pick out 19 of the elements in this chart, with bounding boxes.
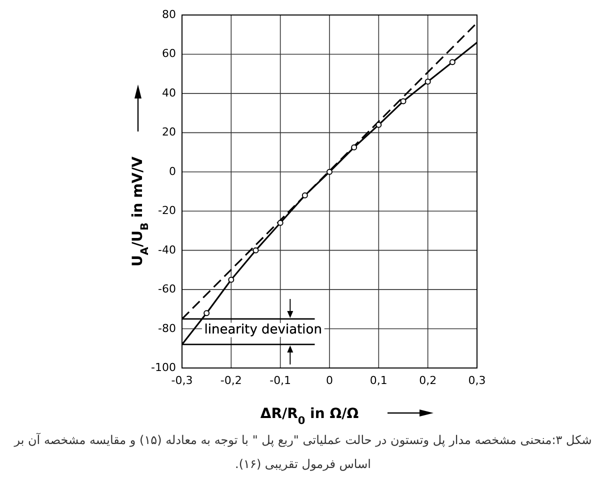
y-tick-label: -20 xyxy=(158,204,176,218)
x-tick-label: -0,1 xyxy=(270,374,292,387)
y-tick-label: 60 xyxy=(162,47,176,60)
x-axis-title: ΔR/R$_{0}$ in Ω/Ω xyxy=(260,406,359,427)
x-tick-label: 0,1 xyxy=(370,374,388,387)
x-tick-label: -0,2 xyxy=(220,374,242,387)
y-tick-label: -60 xyxy=(158,282,176,296)
y-tick-label: -40 xyxy=(158,243,176,256)
x-tick-label: 0,3 xyxy=(468,374,486,387)
y-tick-label: -100 xyxy=(151,361,176,374)
x-tick-label: 0 xyxy=(326,374,333,387)
y-tick-label: 0 xyxy=(169,164,176,178)
y-tick-label: -80 xyxy=(158,322,176,335)
y-tick-label: 20 xyxy=(162,126,176,139)
y-tick-label: 40 xyxy=(162,86,176,100)
text: شکل ۳:منحنی مشخصه مدار پل وتستون در حالت عملیاتی "ربع پل " با توجه به معادله (۱۵) و مقایسه مشخصه آن بر اساس فرمول تقریبی (۱۶). xyxy=(13,432,593,473)
x-tick-label: -0,3 xyxy=(171,374,193,387)
x-tick-label: 0,2 xyxy=(419,374,437,387)
y-tick-label: 80 xyxy=(162,8,176,22)
